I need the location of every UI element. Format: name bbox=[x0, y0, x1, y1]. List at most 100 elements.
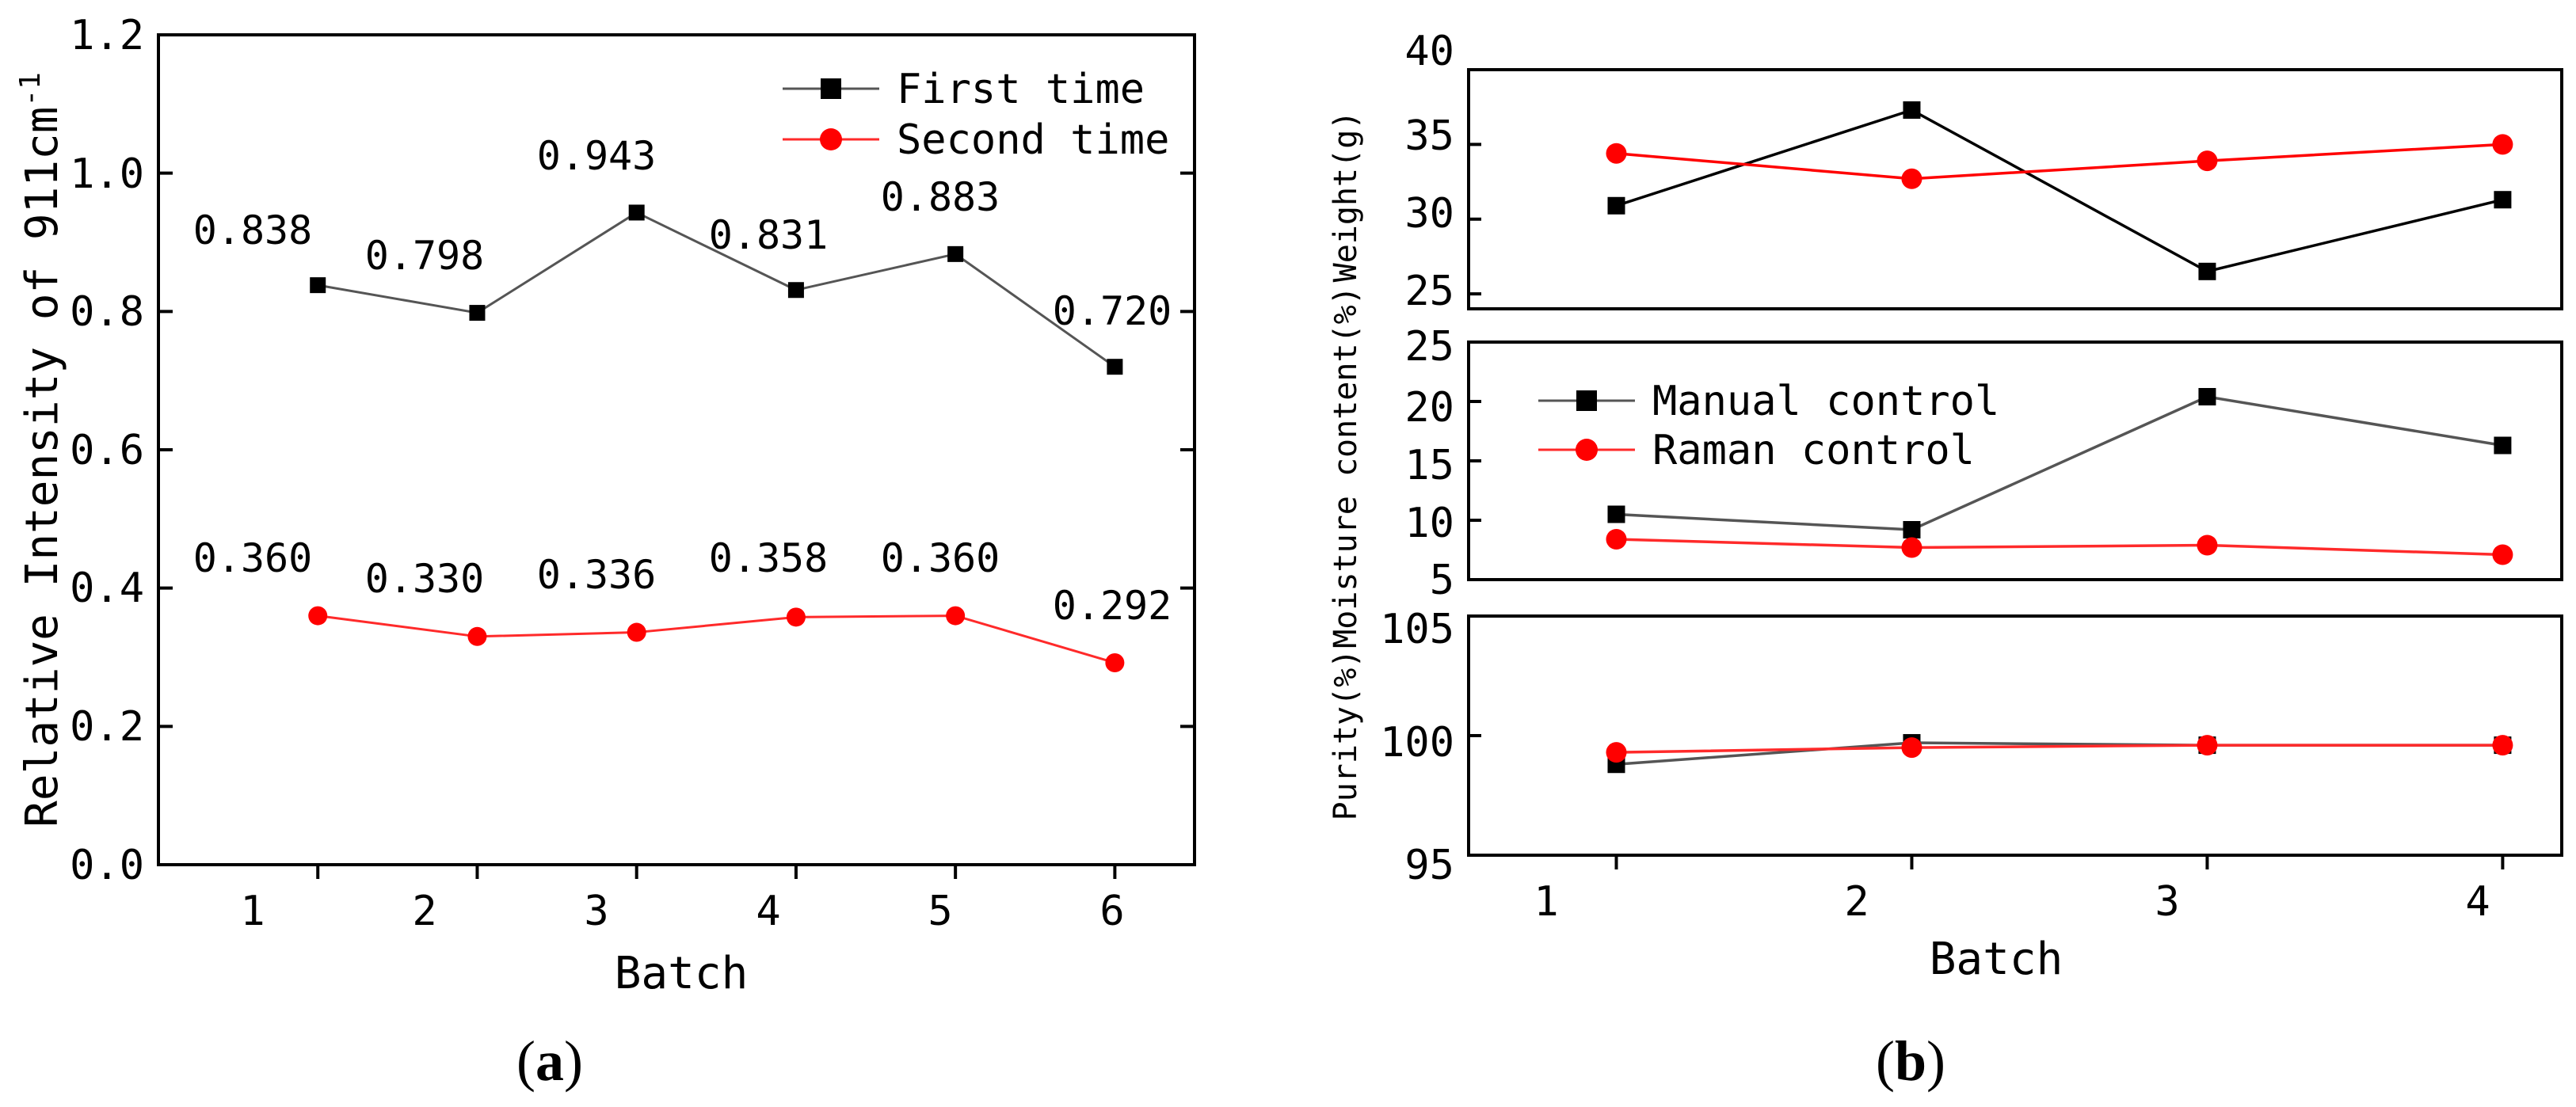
x-axis-title: Batch bbox=[1930, 934, 2063, 985]
y-tick-label: 1.0 bbox=[70, 150, 144, 198]
chart-panel-b: 25 30 35 40 5 10 15 20 25 95 100 105 1 2… bbox=[1328, 28, 2563, 1093]
series-line bbox=[1616, 538, 2503, 557]
series-markers-a bbox=[308, 204, 1125, 672]
data-label: 0.336 bbox=[537, 552, 657, 598]
y-tick-label: 30 bbox=[1404, 190, 1454, 238]
x-tick-label: 3 bbox=[2155, 878, 2179, 926]
panel-label-paren: ) bbox=[1926, 1029, 1945, 1093]
panel-label-paren: ( bbox=[516, 1029, 535, 1093]
series-line bbox=[318, 614, 1115, 664]
legend-marker-square bbox=[1576, 390, 1597, 411]
series-line bbox=[317, 211, 1116, 368]
axis-ticks-b bbox=[1469, 68, 2505, 869]
y-tick-label: 10 bbox=[1404, 500, 1454, 547]
y-axis-title-text: Relative Intensity of 911cm bbox=[17, 107, 68, 827]
legend-a: First time Second time bbox=[783, 66, 1169, 164]
data-point-circle bbox=[2492, 735, 2513, 756]
y-tick-label: 105 bbox=[1380, 606, 1454, 653]
data-label: 0.360 bbox=[193, 535, 313, 581]
y-axis-title-purity: Purity(%) bbox=[1328, 649, 1364, 821]
data-point-circle bbox=[1105, 652, 1125, 672]
y-tick-label: 95 bbox=[1404, 842, 1454, 889]
data-label: 0.720 bbox=[1053, 288, 1172, 334]
axis-ticks-a bbox=[158, 33, 1195, 879]
series-lines-a bbox=[317, 211, 1116, 664]
y-tick-label: 25 bbox=[1404, 323, 1454, 371]
data-point-square bbox=[1607, 196, 1625, 215]
data-point-circle bbox=[1901, 168, 1922, 189]
panel-label-letter: a bbox=[535, 1029, 564, 1093]
legend-marker-square bbox=[821, 78, 841, 99]
series-line bbox=[1616, 744, 2503, 754]
y-axis-title-moisture: Moisture content(%) bbox=[1328, 286, 1364, 649]
y-tick-label: 20 bbox=[1404, 384, 1454, 432]
data-label: 0.831 bbox=[709, 212, 829, 258]
legend-label: Raman control bbox=[1652, 427, 1975, 474]
data-point-square bbox=[2494, 436, 2512, 455]
x-tick-label: 6 bbox=[1099, 888, 1124, 935]
y-tick-label: 0.4 bbox=[70, 565, 144, 612]
data-point-circle bbox=[1901, 737, 1922, 759]
data-point-square bbox=[1607, 505, 1625, 523]
series-line bbox=[1616, 143, 2503, 181]
x-tick-label: 2 bbox=[412, 888, 436, 935]
data-point-circle bbox=[786, 607, 806, 627]
panel-label-paren: ) bbox=[564, 1029, 583, 1093]
data-point-square bbox=[787, 282, 804, 299]
data-label: 0.330 bbox=[365, 556, 485, 602]
series-markers-b bbox=[1606, 101, 2513, 774]
data-point-circle bbox=[2197, 735, 2218, 756]
y-tick-label: 40 bbox=[1404, 28, 1454, 75]
data-point-circle bbox=[946, 606, 966, 626]
data-point-circle bbox=[1606, 143, 1627, 164]
data-label: 0.798 bbox=[365, 233, 485, 279]
y-tick-label: 15 bbox=[1404, 442, 1454, 489]
plot-frame-weight bbox=[1467, 68, 2563, 310]
data-point-square bbox=[1903, 521, 1921, 538]
legend-marker-circle bbox=[1576, 439, 1598, 461]
data-point-circle bbox=[2197, 150, 2218, 172]
data-point-circle bbox=[1606, 529, 1627, 550]
x-axis-title: Batch bbox=[615, 948, 749, 999]
y-tick-label: 1.2 bbox=[70, 12, 144, 59]
data-point-square bbox=[947, 245, 964, 262]
y-axis-title-superscript: -1 bbox=[14, 72, 47, 106]
legend-label: Manual control bbox=[1652, 378, 1999, 425]
legend-marker-circle bbox=[820, 128, 842, 150]
plot-frame-moisture bbox=[1467, 340, 2563, 581]
data-label: 0.358 bbox=[709, 535, 829, 581]
y-tick-label: 0.0 bbox=[70, 842, 144, 889]
y-tick-label: 5 bbox=[1430, 557, 1454, 604]
data-point-square bbox=[2198, 388, 2216, 405]
y-tick-label: 0.8 bbox=[70, 288, 144, 336]
y-tick-label: 100 bbox=[1380, 719, 1454, 767]
panel-label-paren: ( bbox=[1876, 1029, 1895, 1093]
data-point-circle bbox=[308, 606, 328, 626]
y-tick-label: 35 bbox=[1404, 112, 1454, 160]
data-label: 0.943 bbox=[537, 133, 657, 179]
data-point-circle bbox=[467, 626, 487, 646]
data-point-square bbox=[469, 305, 486, 321]
legend-b: Manual control Raman control bbox=[1538, 378, 1999, 474]
panel-label-b: (b) bbox=[1876, 1029, 1945, 1093]
data-point-circle bbox=[2492, 134, 2513, 155]
x-tick-label: 1 bbox=[1534, 878, 1558, 926]
chart-panel-a: 0.0 0.2 0.4 0.6 0.8 1.0 1.2 1 2 3 4 5 6 … bbox=[14, 12, 1196, 1093]
x-tick-label: 5 bbox=[928, 888, 952, 935]
panel-label-a: (a) bbox=[516, 1029, 583, 1093]
data-point-circle bbox=[2492, 544, 2513, 565]
panel-label-letter: b bbox=[1895, 1029, 1926, 1093]
data-point-square bbox=[628, 204, 645, 221]
y-tick-label: 0.2 bbox=[70, 703, 144, 751]
x-tick-label: 4 bbox=[2465, 878, 2490, 926]
series-line bbox=[1615, 108, 2503, 273]
data-point-circle bbox=[627, 622, 646, 642]
data-label: 0.292 bbox=[1053, 583, 1172, 629]
data-label: 0.360 bbox=[881, 535, 1000, 581]
data-point-circle bbox=[2197, 534, 2218, 556]
x-tick-label: 2 bbox=[1844, 878, 1869, 926]
data-point-square bbox=[2494, 191, 2512, 209]
x-tick-label: 1 bbox=[240, 888, 265, 935]
data-point-square bbox=[310, 277, 326, 294]
